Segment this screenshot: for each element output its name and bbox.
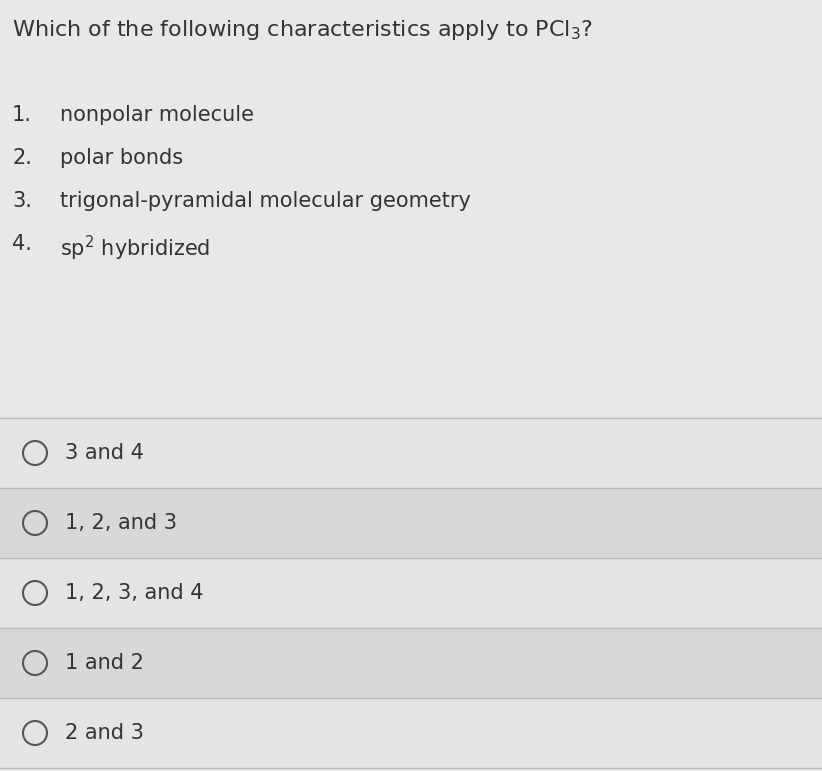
Text: polar bonds: polar bonds [60,148,183,168]
Text: Which of the following characteristics apply to PCl$_3$?: Which of the following characteristics a… [12,18,593,42]
Text: 1, 2, 3, and 4: 1, 2, 3, and 4 [65,583,204,603]
Text: 1 and 2: 1 and 2 [65,653,144,673]
Bar [0,698,822,768]
Text: 4.: 4. [12,234,32,254]
Text: 1, 2, and 3: 1, 2, and 3 [65,513,177,533]
Text: sp$^2$ hybridized: sp$^2$ hybridized [60,234,210,263]
Text: 3 and 4: 3 and 4 [65,443,144,463]
Text: nonpolar molecule: nonpolar molecule [60,105,254,125]
Text: trigonal-pyramidal molecular geometry: trigonal-pyramidal molecular geometry [60,191,471,211]
Text: 2.: 2. [12,148,32,168]
Text: 3.: 3. [12,191,32,211]
Text: 2 and 3: 2 and 3 [65,723,144,743]
Bar [0,628,822,698]
Bar [0,558,822,628]
Bar [0,418,822,488]
Bar [0,488,822,558]
Text: 1.: 1. [12,105,32,125]
